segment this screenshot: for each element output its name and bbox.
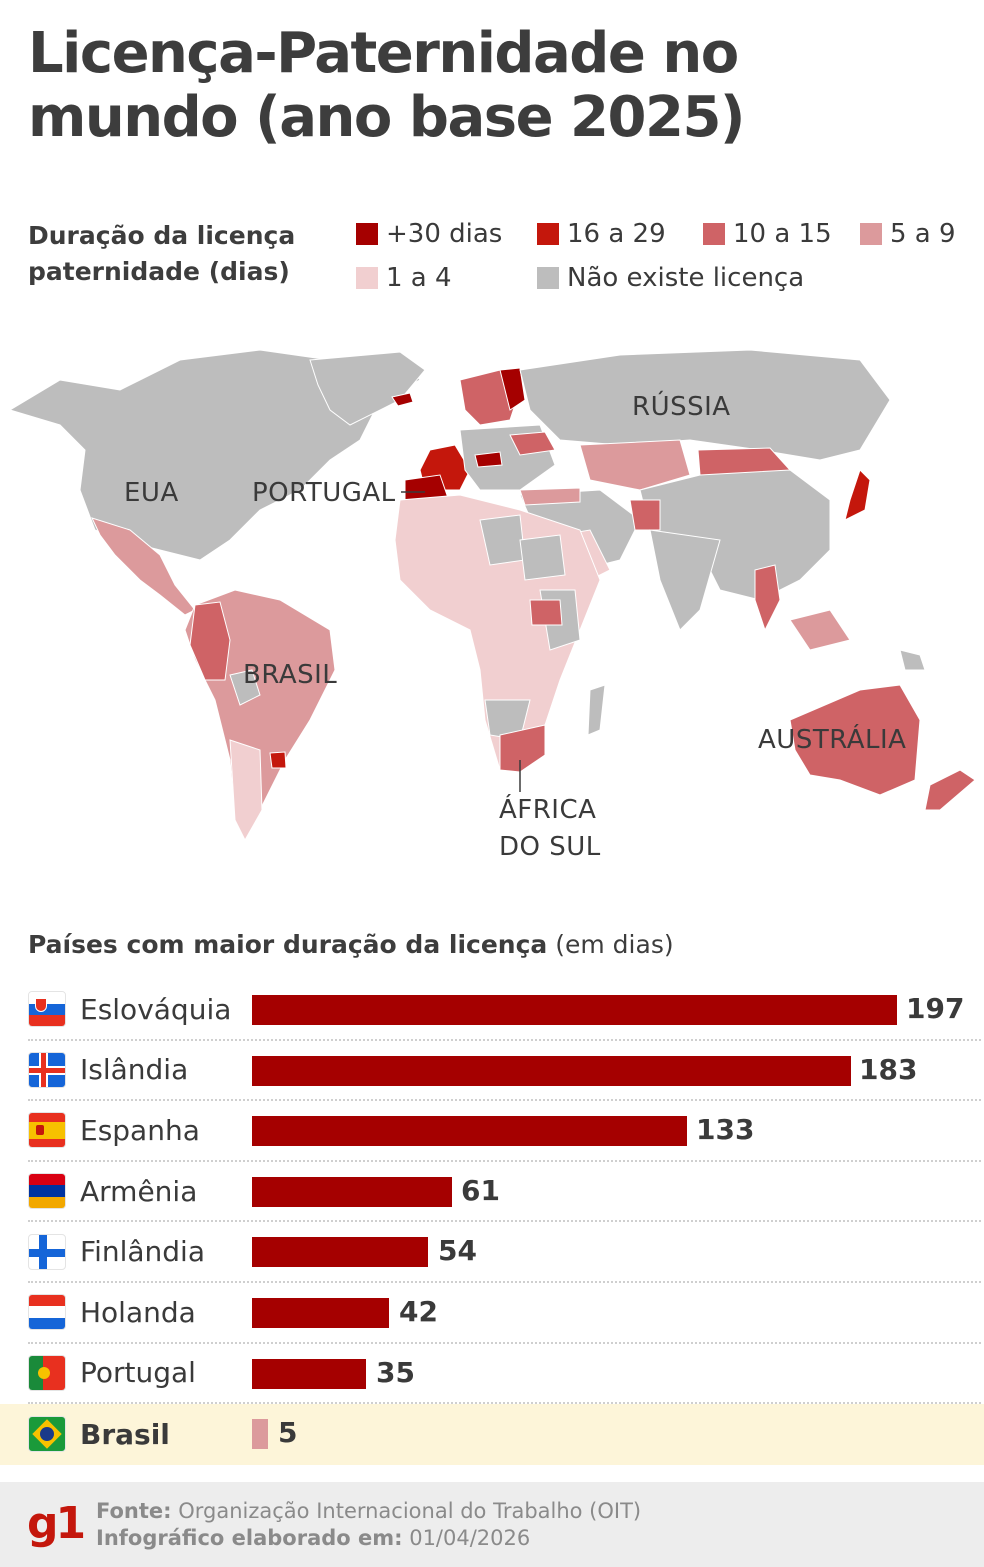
legend-item-5-9: 5 a 9 bbox=[860, 219, 956, 249]
map-label-africa-line1: ÁFRICA bbox=[499, 795, 597, 825]
country-name: Portugal bbox=[80, 1356, 196, 1390]
bar-value: 5 bbox=[278, 1416, 298, 1450]
portugal-flag-icon bbox=[28, 1354, 66, 1391]
bar bbox=[252, 1055, 851, 1086]
date-value: 01/04/2026 bbox=[402, 1526, 531, 1550]
bar-value: 54 bbox=[438, 1234, 477, 1268]
map-label-portugal: PORTUGAL bbox=[252, 478, 396, 508]
source-label: Fonte: bbox=[96, 1499, 172, 1523]
legend-label: 10 a 15 bbox=[733, 219, 832, 249]
bar-value: 183 bbox=[859, 1052, 918, 1086]
ranking-row: Portugal 35 bbox=[28, 1344, 981, 1405]
bar bbox=[252, 1176, 452, 1207]
legend-swatch bbox=[537, 267, 559, 289]
map-label-russia: RÚSSIA bbox=[632, 392, 731, 422]
iceland-flag-icon bbox=[28, 1051, 66, 1088]
bar-value: 61 bbox=[461, 1173, 500, 1207]
ranking-row: Armênia 61 bbox=[28, 1162, 981, 1223]
chart-title: Licença-Paternidade no mundo (ano base 2… bbox=[28, 21, 746, 150]
bar bbox=[252, 1358, 366, 1389]
map-label-eua: EUA bbox=[124, 478, 179, 508]
legend-swatch bbox=[356, 267, 378, 289]
brazil-flag-icon bbox=[28, 1416, 66, 1453]
map-label-brasil: BRASIL bbox=[243, 660, 338, 690]
country-name: Islândia bbox=[80, 1053, 189, 1087]
legend-swatch bbox=[860, 223, 882, 245]
bar bbox=[252, 1419, 268, 1450]
ranking-title: Países com maior duração da licença (em … bbox=[28, 930, 674, 959]
bar-value: 197 bbox=[906, 992, 965, 1025]
bar bbox=[252, 1237, 428, 1268]
legend-item-10-15: 10 a 15 bbox=[703, 219, 832, 249]
ranking-row: Finlândia 54 bbox=[28, 1222, 981, 1283]
ranking-list: Eslováquia 197 Islândia 183 Espanha 133 … bbox=[0, 980, 984, 1465]
country-name: Holanda bbox=[80, 1295, 196, 1329]
legend-item-none: Não existe licença bbox=[537, 263, 804, 293]
legend-item-1-4: 1 a 4 bbox=[356, 263, 452, 293]
legend-item-30plus: +30 dias bbox=[356, 219, 502, 249]
armenia-flag-icon bbox=[28, 1173, 66, 1210]
country-name: Brasil bbox=[80, 1417, 170, 1451]
legend-label: 16 a 29 bbox=[567, 219, 666, 249]
country-name: Finlândia bbox=[80, 1235, 205, 1269]
legend-label: 1 a 4 bbox=[386, 263, 452, 293]
legend-label: +30 dias bbox=[386, 219, 503, 249]
source-value: Organização Internacional do Trabalho (O… bbox=[171, 1499, 642, 1523]
map-label-africa-line2: DO SUL bbox=[499, 832, 601, 862]
ranking-title-regular: (em dias) bbox=[547, 930, 674, 959]
ranking-row-highlight: Brasil 5 bbox=[0, 1404, 984, 1465]
netherlands-flag-icon bbox=[28, 1294, 66, 1331]
slovakia-flag-icon bbox=[28, 991, 66, 1028]
ranking-row: Eslováquia 197 bbox=[28, 980, 981, 1041]
date-label: Infográfico elaborado em: bbox=[96, 1526, 403, 1550]
ranking-row: Espanha 133 bbox=[28, 1101, 981, 1162]
country-name: Armênia bbox=[80, 1174, 198, 1208]
legend-item-16-29: 16 a 29 bbox=[537, 219, 666, 249]
bar-value: 35 bbox=[376, 1355, 415, 1389]
world-map-svg bbox=[8, 349, 976, 842]
country-name: Espanha bbox=[80, 1113, 200, 1147]
source-text: Fonte: Organização Internacional do Trab… bbox=[96, 1498, 641, 1552]
spain-flag-icon bbox=[28, 1112, 66, 1149]
bar bbox=[252, 1116, 687, 1147]
map-label-australia: AUSTRÁLIA bbox=[758, 725, 907, 755]
bar-value: 133 bbox=[696, 1113, 755, 1147]
ranking-row: Holanda 42 bbox=[28, 1283, 981, 1344]
bar bbox=[252, 1297, 389, 1328]
legend-label: Não existe licença bbox=[567, 263, 805, 293]
legend-label: 5 a 9 bbox=[890, 219, 956, 249]
footer: g1 Fonte: Organização Internacional do T… bbox=[0, 1482, 984, 1567]
country-name: Eslováquia bbox=[80, 992, 232, 1026]
bar-value: 42 bbox=[399, 1294, 438, 1328]
world-map: EUA PORTUGAL RÚSSIA BRASIL AUSTRÁLIA ÁFR… bbox=[0, 340, 984, 880]
ranking-title-bold: Países com maior duração da licença bbox=[28, 930, 548, 959]
g1-logo: g1 bbox=[27, 1498, 86, 1549]
legend-swatch bbox=[537, 223, 559, 245]
bar bbox=[252, 995, 897, 1025]
finland-flag-icon bbox=[28, 1233, 66, 1270]
legend-swatch bbox=[703, 223, 725, 245]
legend-title: Duração da licença paternidade (dias) bbox=[28, 221, 296, 286]
legend-swatch bbox=[356, 223, 378, 245]
ranking-row: Islândia 183 bbox=[28, 1041, 981, 1102]
